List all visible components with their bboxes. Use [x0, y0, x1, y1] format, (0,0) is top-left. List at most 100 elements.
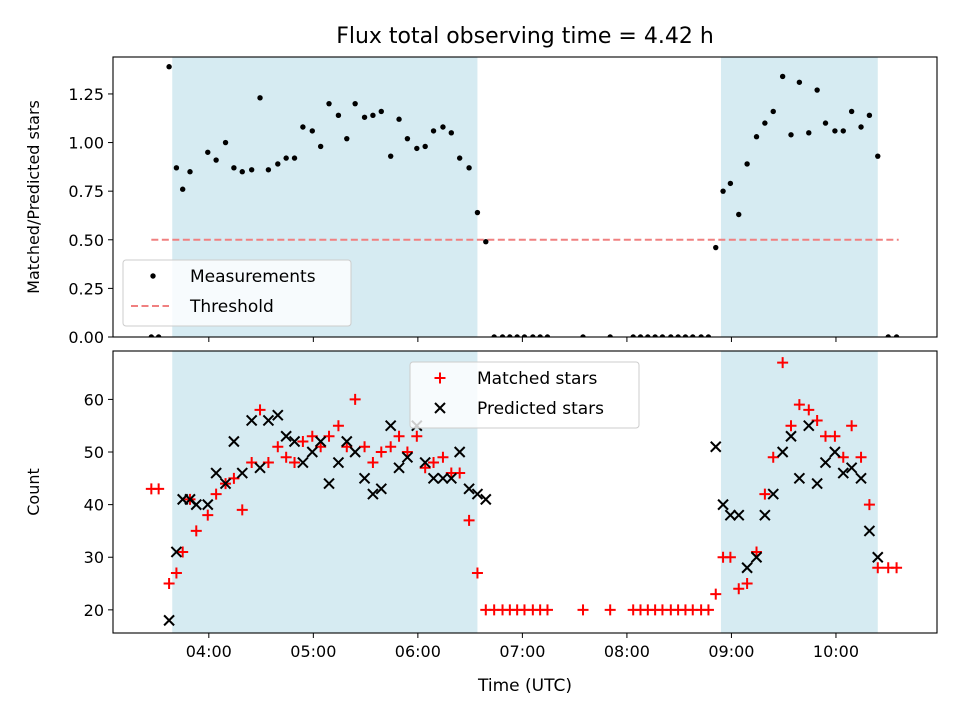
data-point [690, 334, 696, 337]
data-point [385, 441, 397, 453]
data-point [170, 546, 183, 558]
y-tick-label: 40 [84, 496, 104, 515]
data-point [341, 435, 353, 448]
data-point [272, 409, 284, 421]
data-point [239, 169, 245, 175]
data-point [872, 551, 884, 563]
data-point [866, 112, 873, 119]
data-point [148, 334, 155, 337]
data-point [759, 509, 771, 521]
data-point [187, 169, 193, 175]
data-point [776, 446, 789, 458]
data-point [352, 100, 358, 107]
data-point [393, 462, 405, 474]
data-point [419, 462, 431, 474]
chart-title: Flux total observing time = 4.42 h [336, 24, 714, 49]
data-point [819, 456, 832, 469]
data-point [367, 488, 379, 500]
data-point [724, 551, 736, 563]
data-point [378, 108, 384, 115]
data-point [893, 334, 900, 337]
data-point [822, 120, 829, 126]
data-point [741, 578, 753, 590]
data-point [375, 483, 387, 495]
data-point [190, 498, 202, 511]
data-point [710, 441, 722, 453]
x-tick-label: 09:00 [708, 642, 754, 661]
data-point [254, 404, 266, 416]
data-point [448, 130, 455, 136]
data-point [419, 456, 431, 469]
data-point [306, 446, 319, 458]
data-point [335, 112, 342, 119]
data-point [437, 472, 449, 485]
data-point [254, 462, 266, 474]
plot-area [148, 64, 900, 337]
data-point [456, 155, 463, 161]
data-point [855, 451, 867, 463]
x-tick-label: 04:00 [186, 642, 232, 661]
data-point [885, 334, 891, 337]
data-point [541, 604, 553, 616]
data-point [387, 153, 394, 159]
data-point [675, 334, 681, 337]
data-point [803, 404, 815, 416]
data-point [762, 120, 768, 126]
data-point [177, 546, 189, 558]
plot-frame [112, 56, 938, 338]
data-point [344, 135, 350, 142]
data-point [845, 462, 858, 474]
data-point [349, 446, 361, 458]
data-point [637, 334, 644, 337]
y-tick-label: 20 [84, 601, 104, 620]
data-point [257, 95, 263, 101]
data-point [359, 441, 371, 453]
data-point [514, 334, 520, 337]
data-point [358, 472, 371, 485]
data-point [767, 488, 779, 500]
data-point [858, 124, 864, 130]
data-point [283, 155, 289, 161]
data-point [466, 165, 472, 171]
ratio-panel: 0.00 0.25 0.50 0.75 1.00 1.25 Matched/Predicte… [24, 56, 938, 347]
data-point [213, 157, 219, 163]
data-point [222, 139, 229, 146]
data-point [788, 132, 794, 138]
data-point [829, 446, 841, 458]
data-point [767, 451, 779, 463]
data-point [190, 525, 202, 537]
data-point [521, 334, 528, 337]
data-point [793, 399, 805, 411]
data-point [202, 509, 214, 521]
x-tick-label: 07:00 [499, 642, 545, 661]
data-point [332, 420, 344, 432]
data-point [393, 430, 405, 442]
data-point [471, 567, 483, 579]
data-point [326, 100, 332, 107]
data-point [753, 134, 760, 140]
data-point [370, 112, 376, 119]
legend-box [122, 259, 352, 327]
data-point [577, 604, 589, 616]
data-point [705, 334, 712, 337]
data-point [297, 456, 309, 469]
data-point [414, 145, 420, 152]
data-point [205, 149, 211, 155]
data-point [820, 430, 832, 442]
data-point [829, 430, 841, 442]
data-point [275, 161, 281, 167]
data-point [741, 562, 753, 574]
data-point [750, 551, 763, 563]
y-axis-label: Matched/Predicted stars [24, 100, 43, 294]
data-point [236, 467, 248, 479]
data-point [323, 477, 335, 490]
data-point [872, 562, 884, 574]
legend-label: Matched stars [477, 369, 597, 389]
data-point [710, 588, 722, 600]
data-point [236, 504, 248, 516]
data-point [422, 143, 428, 150]
data-point [480, 493, 492, 506]
data-point [499, 334, 506, 337]
legend: Matched stars Predicted stars [409, 361, 640, 429]
data-point [863, 499, 875, 511]
